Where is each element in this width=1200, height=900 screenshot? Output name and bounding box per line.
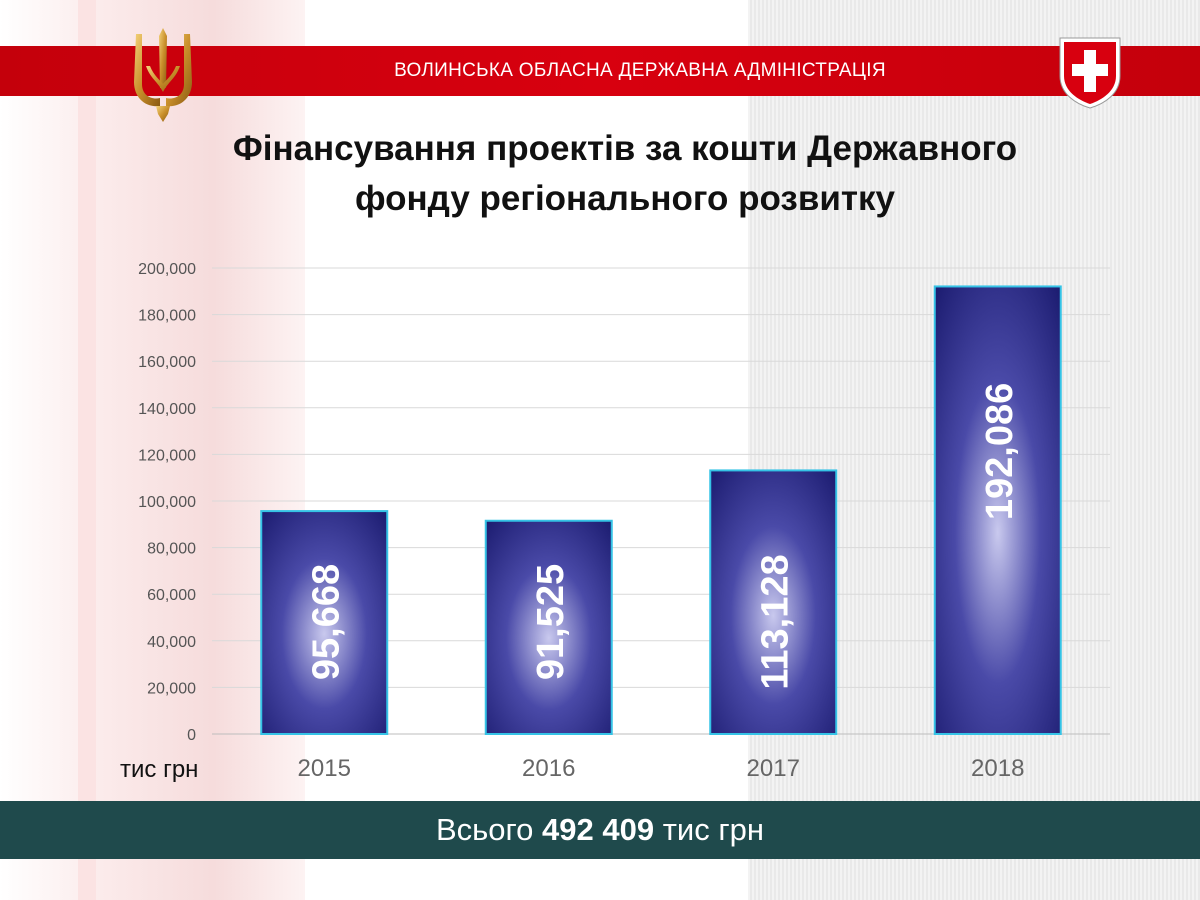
volyn-shield-icon — [1059, 37, 1121, 109]
bar-2015 — [260, 510, 389, 735]
data-label: 91,525 — [530, 564, 572, 680]
page-title-line1: Фінансування проектів за кошти Державног… — [232, 129, 1018, 168]
organization-name: ВОЛИНСЬКА ОБЛАСНА ДЕРЖАВНА АДМІНІСТРАЦІЯ — [394, 60, 886, 81]
total-prefix: Всього — [435, 812, 534, 847]
total-footer: Всього 492 409 тис грн — [0, 801, 1200, 859]
total-amount: 492 409 — [542, 812, 655, 847]
y-tick-label: 0 — [187, 727, 196, 744]
page-title-line2: фонду регіонального розвитку — [355, 179, 895, 218]
bar-chart: 0 20,000 40,000 60,000 80,000 100,000 120,000 1… — [138, 261, 1110, 782]
bar-2016 — [484, 519, 613, 736]
total-suffix: тис грн — [662, 812, 765, 847]
background-left-stripe — [0, 0, 305, 900]
header-band — [0, 46, 1200, 96]
bar-2018 — [933, 285, 1062, 736]
data-label: 95,668 — [305, 564, 347, 680]
y-tick-label: 200,000 — [138, 261, 196, 278]
x-tick-label: 2015 — [298, 755, 351, 782]
trident-icon — [134, 28, 192, 122]
x-tick-label: 2017 — [747, 755, 800, 782]
y-tick-label: 60,000 — [147, 587, 196, 604]
unit-label: тис грн — [120, 756, 199, 783]
x-tick-label: 2018 — [971, 755, 1024, 782]
y-tick-label: 80,000 — [147, 541, 196, 558]
y-tick-label: 120,000 — [138, 447, 196, 464]
y-tick-label: 100,000 — [138, 494, 196, 511]
page-title: Фінансування проектів за кошти Державног… — [150, 124, 1100, 224]
y-tick-label: 40,000 — [147, 634, 196, 651]
y-tick-label: 180,000 — [138, 308, 196, 325]
y-tick-label: 140,000 — [138, 401, 196, 418]
data-label: 192,086 — [979, 383, 1021, 520]
x-tick-label: 2016 — [522, 755, 575, 782]
y-tick-label: 160,000 — [138, 354, 196, 371]
y-tick-label: 20,000 — [147, 680, 196, 697]
bar-2017 — [709, 469, 838, 735]
data-label: 113,128 — [754, 554, 796, 689]
